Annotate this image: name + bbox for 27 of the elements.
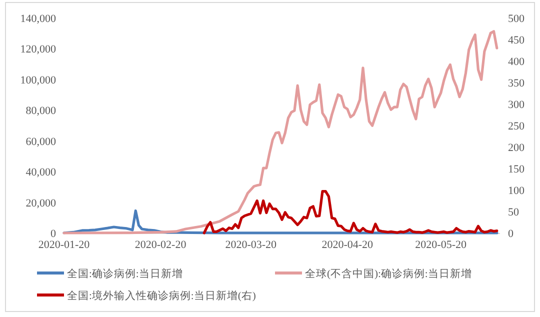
y2-tick-label: 300: [508, 99, 525, 111]
y2-tick-label: 400: [508, 56, 525, 68]
y-tick-label: 120,000: [20, 44, 56, 56]
x-tick-label: 2020-05-20: [415, 239, 467, 251]
x-tick-label: 2020-01-20: [38, 239, 90, 251]
y2-tick-label: 250: [508, 120, 525, 132]
y-tick-label: 60,000: [26, 136, 56, 148]
y2-tick-label: 500: [508, 13, 525, 25]
y-tick-label: 100,000: [20, 74, 56, 86]
x-tick-label: 2020-03-20: [225, 239, 278, 251]
y2-tick-label: 100: [508, 185, 525, 197]
y2-tick-label: 350: [508, 78, 525, 90]
x-tick-label: 2020-04-20: [322, 239, 374, 251]
y2-tick-label: 0: [508, 228, 514, 240]
legend-label: 全球(不含中国):确诊病例:当日新增: [305, 267, 472, 280]
legend-label: 全国:境外输入性确诊病例:当日新增(右): [67, 289, 256, 302]
y2-tick-label: 450: [508, 34, 525, 46]
y-tick-label: 20,000: [26, 197, 56, 210]
y-tick-label: 0: [50, 228, 56, 240]
y2-tick-label: 50: [508, 206, 520, 218]
y-tick-label: 80,000: [26, 105, 56, 118]
y2-tick-label: 200: [508, 142, 525, 154]
y2-tick-label: 150: [508, 164, 525, 176]
legend-label: 全国:确诊病例:当日新增: [67, 267, 183, 280]
y-tick-label: 140,000: [20, 13, 56, 25]
x-tick-label: 2020-02-20: [134, 239, 187, 251]
y-tick-label: 40,000: [26, 166, 56, 179]
